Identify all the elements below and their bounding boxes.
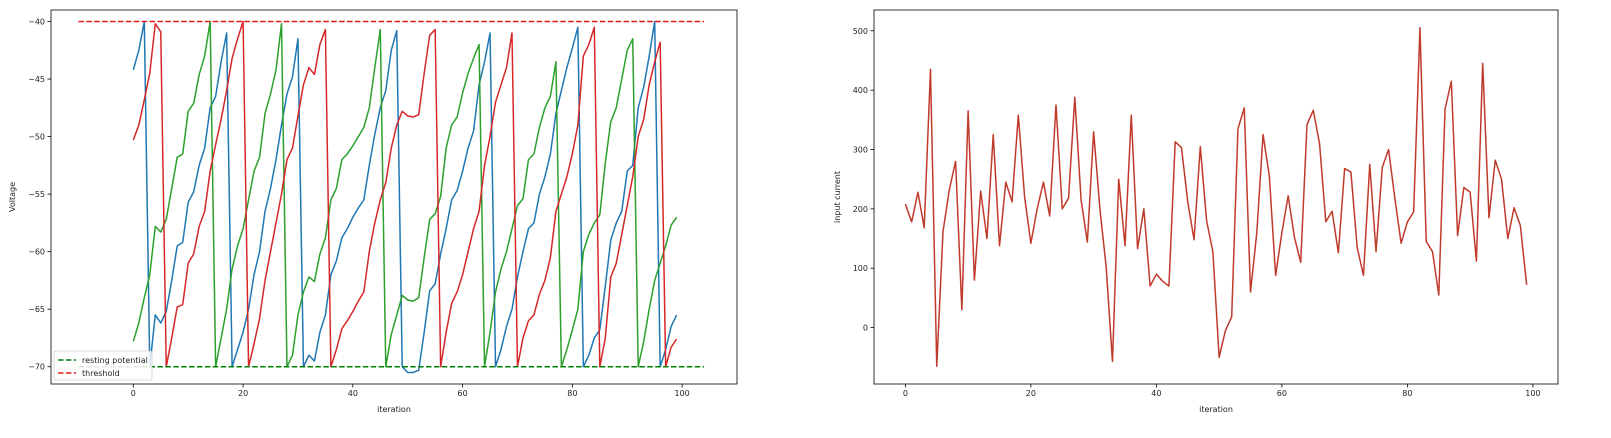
x-tick-label: 100	[1525, 389, 1540, 398]
x-tick-label: 0	[903, 389, 908, 398]
x-tick-label: 60	[1277, 389, 1287, 398]
y-tick-label: 100	[853, 264, 868, 273]
x-tick-label: 20	[238, 389, 248, 398]
x-tick-label: 20	[1026, 389, 1036, 398]
plot-frame	[873, 9, 1559, 385]
legend-box	[53, 350, 153, 381]
x-tick-label: 80	[1402, 389, 1412, 398]
series-line-0	[904, 27, 1528, 367]
plot-area	[78, 20, 705, 374]
y-tick-label: −45	[28, 75, 45, 84]
y-tick-label: 200	[853, 205, 868, 214]
legend-label: threshold	[82, 369, 120, 378]
y-axis-label: Voltage	[8, 182, 17, 212]
x-axis-label: iteration	[377, 405, 411, 414]
y-tick-label: 500	[853, 27, 868, 36]
y-tick-label: 0	[863, 324, 868, 333]
legend-label: resting potential	[82, 356, 148, 365]
y-tick-label: −60	[28, 248, 45, 257]
series-line-1	[132, 20, 678, 368]
y-tick-label: −65	[28, 305, 45, 314]
legend: resting potential threshold	[53, 350, 153, 381]
y-tick-label: 400	[853, 86, 868, 95]
y-axis-label: input current	[833, 171, 842, 223]
input-current-chart: 0 20 40 60 80 100 0 100 200 300 400 500 iteration inp…	[833, 9, 1559, 414]
x-tick-label: 40	[348, 389, 358, 398]
plot-area	[904, 27, 1528, 367]
x-tick-label: 100	[674, 389, 689, 398]
x-tick-label: 60	[458, 389, 468, 398]
y-tick-label: −40	[28, 18, 45, 27]
y-tick-label: −55	[28, 190, 45, 199]
y-tick-label: −70	[28, 363, 45, 372]
y-tick-label: −50	[28, 133, 45, 142]
x-axis-label: iteration	[1199, 405, 1233, 414]
x-tick-label: 40	[1151, 389, 1161, 398]
voltage-chart: 0 20 40 60 80 100 −70 −65 −60 −55 −50 −45 −40 iterati…	[8, 9, 738, 414]
x-tick-label: 80	[567, 389, 577, 398]
series-line-2	[132, 20, 678, 368]
series-line-0	[132, 20, 678, 374]
x-tick-label: 0	[131, 389, 136, 398]
y-tick-label: 300	[853, 146, 868, 155]
